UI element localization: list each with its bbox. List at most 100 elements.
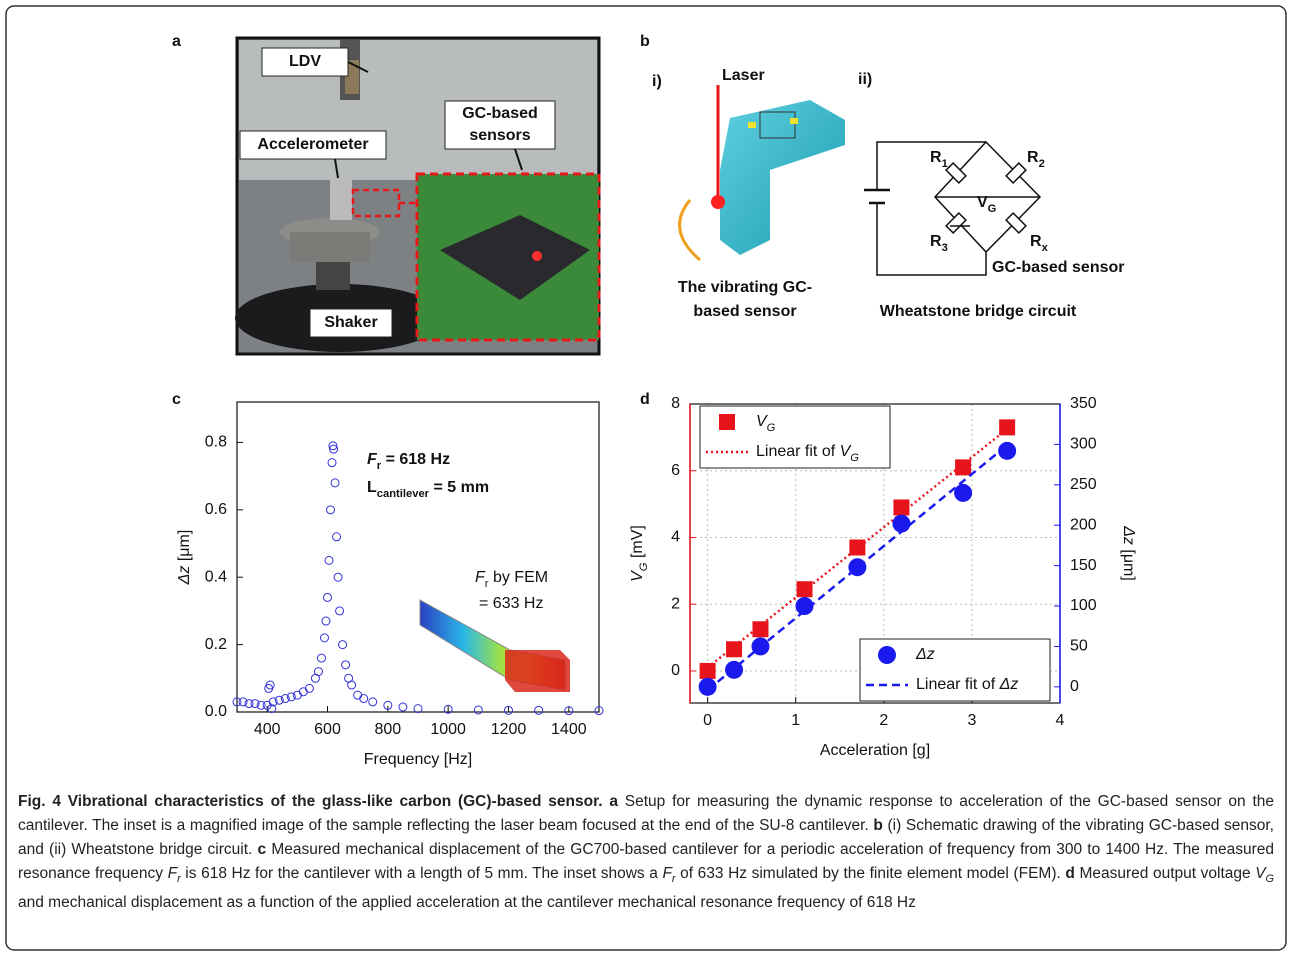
x-tick-label: 1 (791, 712, 800, 729)
y-tick-label: 0.6 (205, 501, 227, 518)
x-tick-label: 400 (254, 721, 281, 738)
text-part: Δz (1120, 525, 1137, 545)
legend-swatch (878, 646, 896, 664)
y-tick-label: 0.4 (205, 568, 227, 585)
y2-tick-label: 150 (1070, 557, 1097, 574)
y-tick-label: 0.8 (205, 434, 227, 451)
annotation: Lcantilever = 5 mm (367, 479, 489, 500)
caption-part: F (168, 865, 177, 882)
y-axis-label: VG [mV] (629, 525, 650, 582)
text-part: = 618 Hz (381, 451, 450, 468)
y-tick-label: 0.2 (205, 636, 227, 653)
point (320, 634, 328, 642)
panel-label: b (640, 33, 650, 50)
point (333, 533, 341, 541)
point (317, 654, 325, 662)
y-tick-label: 0 (671, 662, 680, 679)
caption-part: and mechanical displacement as a functio… (18, 894, 916, 911)
point (339, 641, 347, 649)
resistor-label: R3 (930, 233, 948, 254)
resistor-label: R2 (1027, 149, 1045, 170)
point (331, 479, 339, 487)
text-part: Δz (176, 566, 193, 586)
text-part: L (367, 479, 377, 496)
y2-tick-label: 300 (1070, 436, 1097, 453)
point (360, 695, 368, 703)
point (726, 641, 742, 657)
text-part: 3 (942, 242, 948, 254)
point (535, 706, 543, 714)
fem-inset (420, 600, 570, 692)
point (892, 515, 910, 533)
point (348, 681, 356, 689)
x-tick-label: 1000 (430, 721, 466, 738)
caption-part: a (609, 793, 618, 810)
caption-part: G (1266, 873, 1274, 885)
y-tick-label: 6 (671, 462, 680, 479)
x-tick-label: 600 (314, 721, 341, 738)
caption-part: b (873, 817, 882, 834)
point (336, 607, 344, 615)
y2-tick-label: 250 (1070, 476, 1097, 493)
callout: GC-based (462, 105, 538, 122)
caption: Fig. 4 Vibrational characteristics of th… (18, 790, 1274, 915)
x-axis-label: Frequency [Hz] (364, 751, 472, 768)
caption-part: of 633 Hz simulated by the finite elemen… (676, 865, 1066, 882)
point (334, 573, 342, 581)
caption-part: V (1255, 865, 1265, 882)
x-tick-label: 1400 (551, 721, 587, 738)
sub-label: ii) (858, 71, 872, 88)
text-part: R (930, 149, 942, 166)
text-part: G (767, 422, 776, 434)
x-tick-label: 4 (1056, 712, 1065, 729)
text-part: G (988, 203, 997, 215)
laser-label: Laser (722, 67, 765, 84)
photo (235, 38, 599, 354)
point (322, 617, 330, 625)
caption-part: d (1065, 865, 1074, 882)
y-axis-label: Δz [μm] (176, 530, 193, 586)
point (314, 668, 322, 676)
point (369, 698, 377, 706)
point (299, 688, 307, 696)
text-part: G (850, 452, 859, 464)
caption-part: c (258, 841, 267, 858)
x-tick-label: 1200 (491, 721, 527, 738)
sensor-drawing (680, 85, 845, 260)
text-part: cantilever (377, 488, 430, 500)
y2-tick-label: 200 (1070, 516, 1097, 533)
annotation: Fr = 618 Hz (367, 451, 450, 472)
sensor-caption: based sensor (693, 303, 796, 320)
circuit-caption: Wheatstone bridge circuit (880, 303, 1077, 320)
callout: sensors (469, 127, 530, 144)
panel-label: d (640, 391, 650, 408)
x-tick-label: 2 (879, 712, 888, 729)
legend-label: Linear fit of Δz (916, 676, 1018, 693)
y2-tick-label: 350 (1070, 395, 1097, 412)
callout: Shaker (324, 314, 377, 331)
sensor-caption: The vibrating GC- (678, 279, 812, 296)
legend-swatch (719, 414, 735, 430)
text-part: [μm] (176, 530, 193, 566)
text-part: G (638, 562, 650, 571)
point (954, 484, 972, 502)
text-part: [mV] (629, 525, 646, 562)
text-part: R (930, 233, 942, 250)
text-part: Δz (915, 646, 935, 663)
point (305, 684, 313, 692)
text-part: R (1027, 149, 1039, 166)
text-part: Linear fit of (756, 443, 840, 460)
y2-tick-label: 50 (1070, 638, 1088, 655)
point (324, 593, 332, 601)
text-part: Δz (999, 676, 1019, 693)
y2-axis-label: Δz [μm] (1120, 525, 1137, 581)
text-part: x (1042, 242, 1049, 254)
text-part: by FEM (489, 569, 549, 586)
x-tick-label: 3 (967, 712, 976, 729)
page: aLDVAccelerometerGC-basedsensorsShakerbi… (0, 0, 1292, 956)
callout: Accelerometer (257, 136, 368, 153)
caption-part: F (662, 865, 671, 882)
text-part: R (1030, 233, 1042, 250)
point (700, 663, 716, 679)
panel-label: a (172, 33, 181, 50)
